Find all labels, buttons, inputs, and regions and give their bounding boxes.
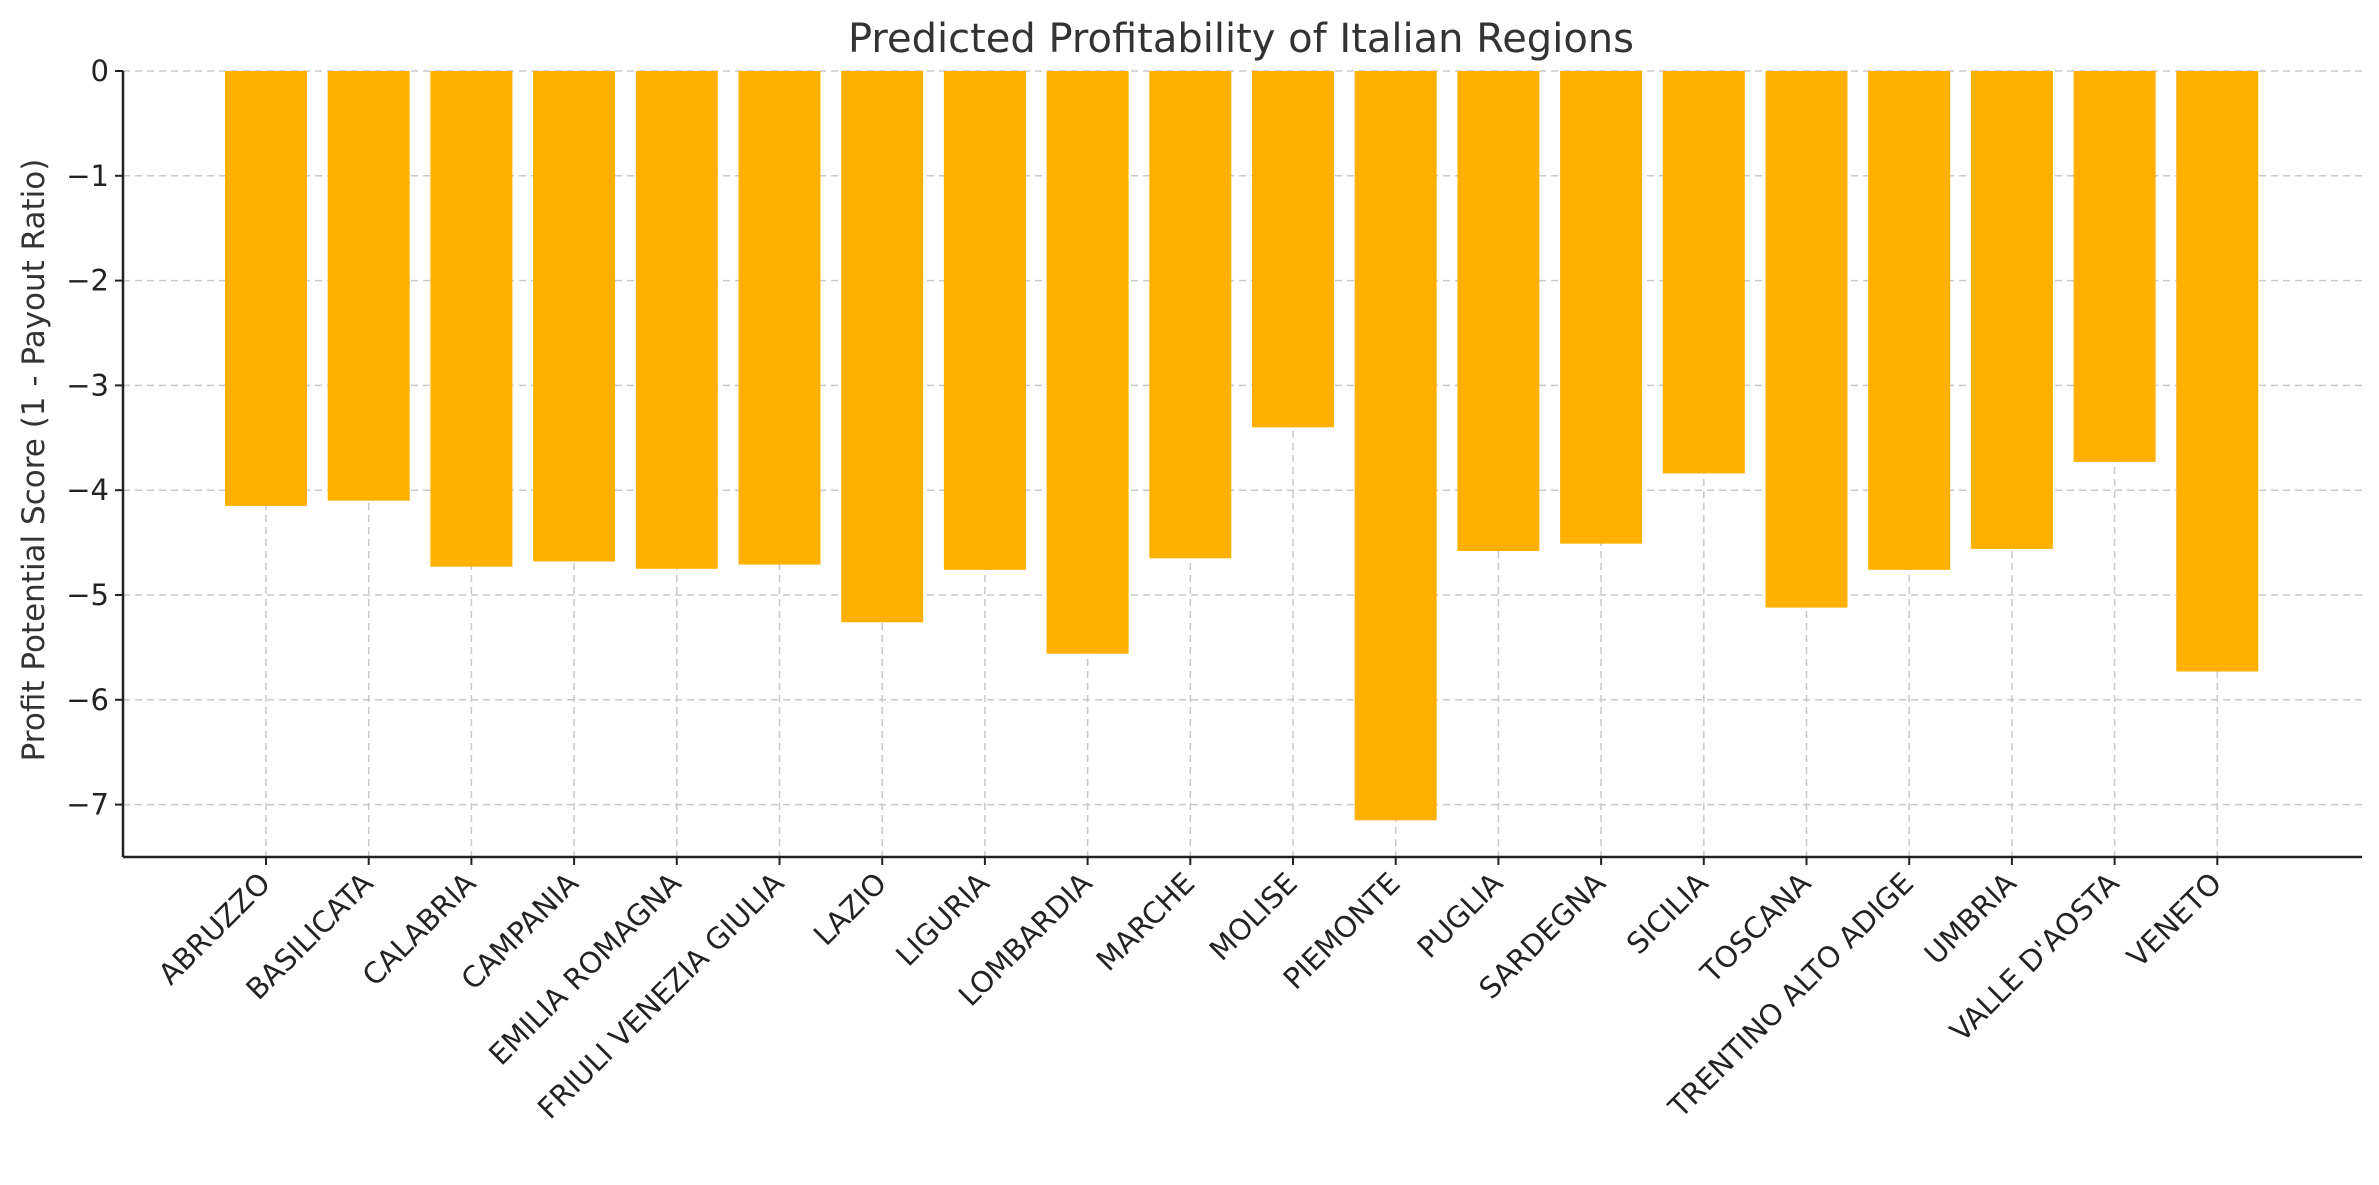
grid-layer [123,70,2362,857]
bar [738,71,821,565]
x-tick-label: PUGLIA [1411,866,1510,965]
x-tick-label: UMBRIA [1918,866,2023,971]
bar [430,71,513,567]
bar [1457,71,1540,551]
y-axis-label: Profit Potential Score (1 - Payout Ratio… [16,159,52,762]
bar [1046,71,1129,654]
chart-title: Predicted Profitability of Italian Regio… [848,16,1634,62]
bar [225,71,307,506]
x-tick-label: VENETO [2120,866,2228,974]
x-tick-label: EMILIA ROMAGNA [482,866,688,1072]
bar [635,71,718,569]
x-tick-label: MOLISE [1203,866,1304,967]
y-tick-label: 0 [91,54,109,88]
x-tick-label: SICILIA [1620,866,1715,961]
bar [1662,71,1745,474]
bar [1149,71,1232,559]
bar [1970,71,2053,549]
bar [327,71,410,501]
bar [1354,71,1437,821]
x-tick-label: LIGURIA [889,866,996,973]
x-tick-label: LAZIO [807,866,893,952]
y-tick-label: −4 [66,473,109,507]
bar [943,71,1026,570]
y-ticks: 0 −1 −2 −3 −4 −5 −6 −7 [66,54,123,822]
bar [1765,71,1848,608]
axes-layer [121,71,2362,859]
x-ticks: ABRUZZOBASILICATACALABRIACAMPANIAEMILIA … [152,857,2228,1125]
bar [533,71,616,562]
y-tick-label: −6 [66,683,109,717]
bar [1560,71,1643,544]
y-tick-label: −3 [66,368,109,402]
y-tick-label: −5 [66,578,109,612]
y-tick-label: −2 [66,264,109,298]
bar [2073,71,2156,462]
y-tick-label: −1 [66,159,109,193]
bar [1868,71,1951,570]
bar [2176,71,2259,672]
x-tick-label: MARCHE [1090,866,1202,978]
bars-layer [225,71,2259,821]
bar [841,71,924,623]
bar [1252,71,1334,428]
y-tick-label: −7 [66,788,109,822]
